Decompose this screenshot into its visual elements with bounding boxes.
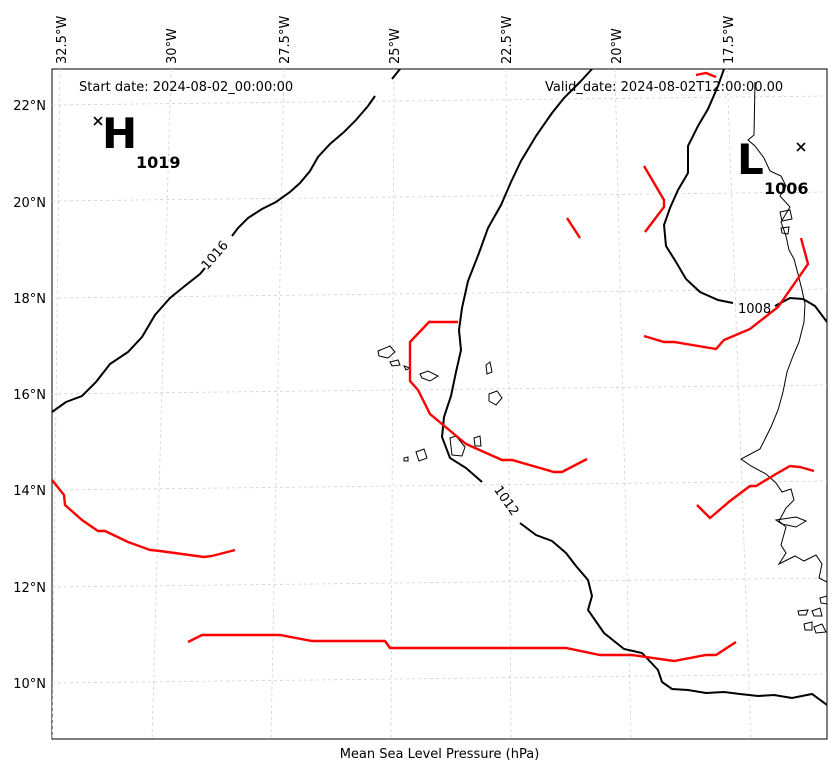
lat-tick-label: 20°N [13,196,46,211]
start-date-label: Start date: 2024-08-02_00:00:00 [79,80,293,95]
lon-tick-label: 27.5°W [278,16,293,64]
low-pressure-symbol: L [737,135,764,184]
graticule [52,69,827,739]
lon-tick-label: 30°W [165,28,180,64]
high-pressure-symbol: H [102,109,137,158]
isobars [52,69,827,706]
lon-tick-label: 22.5°W [500,16,515,64]
x-axis-label: Mean Sea Level Pressure (hPa) [339,747,540,762]
latitude-ticks: 22°N 20°N 18°N 16°N 14°N 12°N 10°N [13,99,46,692]
map-frame [51,68,828,740]
low-center-marker-icon [796,142,806,152]
lat-tick-label: 14°N [13,484,46,499]
lat-tick-label: 18°N [13,292,46,307]
fronts [52,71,815,663]
longitude-ticks: 32.5°W 30°W 27.5°W 25°W 22.5°W 20°W 17.5… [55,16,737,64]
coastline [377,81,827,634]
lat-tick-label: 16°N [13,388,46,403]
lon-tick-label: 17.5°W [722,16,737,64]
lon-tick-label: 20°W [610,28,625,64]
pressure-centres [93,116,806,152]
lon-tick-label: 32.5°W [55,16,70,64]
valid-date-label: Valid_date: 2024-08-02T12:00:00.00 [545,80,783,95]
lat-tick-label: 12°N [13,581,46,596]
low-pressure-value: 1006 [764,179,809,198]
lon-tick-label: 25°W [388,28,403,64]
high-center-marker-icon [93,116,103,126]
contour-label-1008: 1008 [738,302,771,317]
lat-tick-label: 22°N [13,99,46,114]
lat-tick-label: 10°N [13,677,46,692]
high-pressure-value: 1019 [136,153,181,172]
